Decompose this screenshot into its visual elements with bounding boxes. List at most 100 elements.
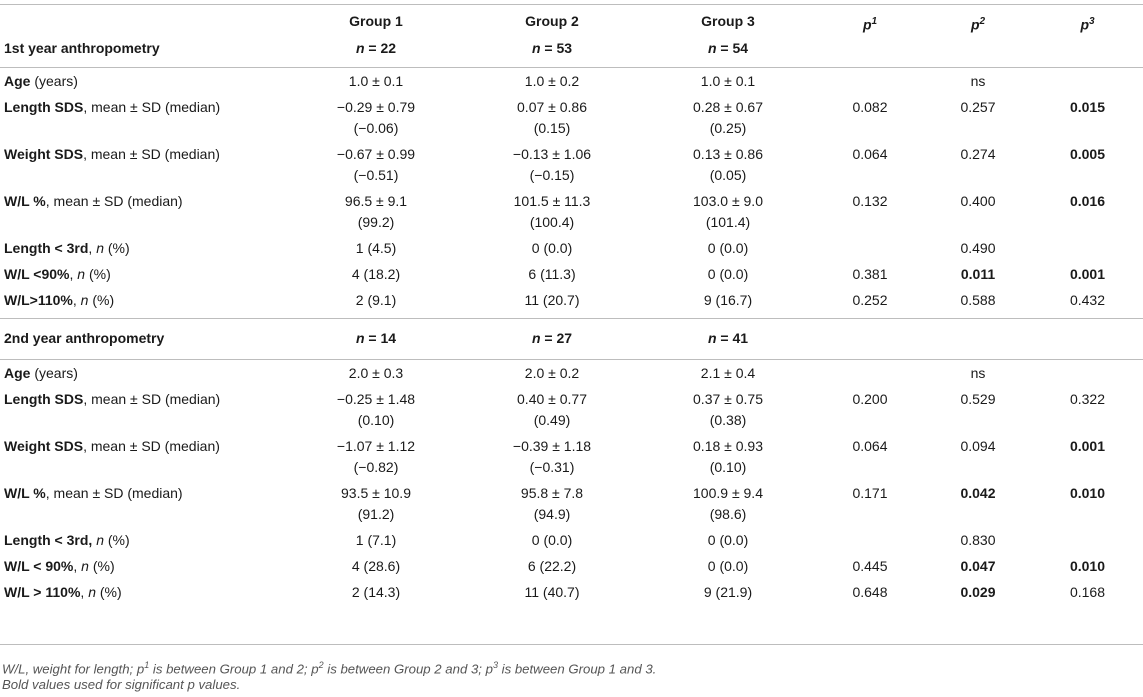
cell-value: 0 (0.0) bbox=[531, 239, 573, 256]
cell-group-3: 0.37 ± 0.75 (0.38) bbox=[640, 386, 816, 433]
row-label-n: n bbox=[88, 583, 96, 600]
cell-p1 bbox=[816, 527, 924, 553]
anthropometry-table: Group 1 Group 2 Group 3 p1 p2 p3 1st yea… bbox=[0, 3, 1143, 610]
cell-group-3: 2.1 ± 0.4 bbox=[640, 358, 816, 386]
header-empty-cell bbox=[0, 3, 288, 36]
cell-group-3: 100.9 ± 9.4 (98.6) bbox=[640, 480, 816, 527]
cell-group-2: −0.39 ± 1.18 (−0.31) bbox=[464, 433, 640, 480]
row-label-percent: (%) bbox=[95, 583, 122, 600]
cell-group-2: 95.8 ± 7.8 (94.9) bbox=[464, 480, 640, 527]
row-label-percent: (%) bbox=[103, 531, 130, 548]
cell-value: 2.1 ± 0.4 bbox=[700, 364, 756, 381]
cell-p3 bbox=[1032, 235, 1143, 261]
cell-value: 0.40 ± 0.77 bbox=[517, 390, 587, 407]
cell-group-1: 2.0 ± 0.3 bbox=[288, 358, 464, 386]
cell-value: (0.10) bbox=[357, 411, 395, 428]
cell-p1: 0.064 bbox=[852, 437, 888, 454]
header-row-section1: 1st year anthropometry n = 22 n = 53 n =… bbox=[0, 36, 1143, 68]
section2-body: Age (years) 2.0 ± 0.3 2.0 ± 0.2 2.1 ± 0.4 ns… bbox=[0, 358, 1143, 610]
cell-group-1: −0.67 ± 0.99 (−0.51) bbox=[288, 141, 464, 188]
footnote-abbreviations: W/L, weight for length; p1 is between Gr… bbox=[2, 660, 657, 677]
cell-p2: 0.274 bbox=[960, 145, 996, 162]
row-label-description: , mean ± SD (median) bbox=[45, 484, 183, 501]
cell-group-1: −1.07 ± 1.12 (−0.82) bbox=[288, 433, 464, 480]
row-label-variable: Weight SDS bbox=[4, 437, 84, 454]
cell-value: 0 (0.0) bbox=[707, 531, 749, 548]
section2-n-group-2: n = 27 bbox=[464, 317, 640, 360]
row-label: W/L > 110%, n (%) bbox=[0, 579, 288, 610]
cell-value: 0 (0.0) bbox=[707, 239, 749, 256]
cell-group-3: 0 (0.0) bbox=[640, 261, 816, 287]
cell-p3: 0.010 bbox=[1069, 484, 1106, 501]
cell-group-3: 1.0 ± 0.1 bbox=[640, 66, 816, 94]
cell-p3: 0.015 bbox=[1069, 98, 1106, 115]
cell-group-1: 1 (4.5) bbox=[288, 235, 464, 261]
cell-value: (94.9) bbox=[533, 505, 571, 522]
table-row: Weight SDS, mean ± SD (median) −0.67 ± 0.… bbox=[0, 141, 1143, 188]
table-row: W/L <90%, n (%) 4 (18.2) 6 (11.3) 0 (0.0) 0.… bbox=[0, 261, 1143, 287]
row-label-description: , mean ± SD (median) bbox=[83, 390, 221, 407]
row-label-variable: Length SDS bbox=[4, 98, 84, 115]
row-label-variable: W/L>110% bbox=[4, 291, 73, 308]
row-label: Weight SDS, mean ± SD (median) bbox=[0, 433, 288, 480]
cell-value: 6 (11.3) bbox=[528, 265, 576, 282]
footnote-bold-note: Bold values used for significant p value… bbox=[2, 677, 241, 692]
cell-group-2: 0.40 ± 0.77 (0.49) bbox=[464, 386, 640, 433]
row-label: W/L %, mean ± SD (median) bbox=[0, 188, 288, 235]
cell-p2: 0.042 bbox=[960, 484, 996, 501]
cell-group-2: −0.13 ± 1.06 (−0.15) bbox=[464, 141, 640, 188]
cell-group-1: 1 (7.1) bbox=[288, 527, 464, 553]
cell-value: 4 (18.2) bbox=[351, 265, 401, 282]
cell-value: 0.13 ± 0.86 bbox=[693, 145, 763, 162]
cell-value: (0.49) bbox=[533, 411, 571, 428]
header-group-1: Group 1 bbox=[288, 3, 464, 36]
row-label: W/L %, mean ± SD (median) bbox=[0, 480, 288, 527]
cell-group-2: 0.07 ± 0.86 (0.15) bbox=[464, 94, 640, 141]
row-label-description: , mean ± SD (median) bbox=[83, 98, 221, 115]
cell-group-2: 11 (20.7) bbox=[464, 287, 640, 319]
row-label-variable: Weight SDS bbox=[4, 145, 84, 162]
section2-n-group-1: n = 14 bbox=[288, 317, 464, 360]
table-row: Length < 3rd, n (%) 1 (4.5) 0 (0.0) 0 (0.0)… bbox=[0, 235, 1143, 261]
cell-group-3: 9 (16.7) bbox=[640, 287, 816, 319]
cell-value: 103.0 ± 9.0 bbox=[693, 192, 763, 209]
cell-p3 bbox=[1032, 66, 1143, 94]
row-label-percent: (%) bbox=[85, 265, 111, 282]
cell-value: (−0.82) bbox=[353, 458, 399, 475]
cell-p3: 0.322 bbox=[1069, 390, 1106, 407]
header-row-groups: Group 1 Group 2 Group 3 p1 p2 p3 bbox=[0, 3, 1143, 36]
cell-value: 1.0 ± 0.1 bbox=[700, 72, 756, 89]
cell-value: 100.9 ± 9.4 bbox=[693, 484, 763, 501]
cell-p1: 0.445 bbox=[852, 557, 888, 574]
cell-value: 0 (0.0) bbox=[707, 557, 749, 574]
cell-p3: 0.001 bbox=[1069, 437, 1106, 454]
table-row: W/L < 90%, n (%) 4 (28.6) 6 (22.2) 0 (0.0) 0… bbox=[0, 553, 1143, 579]
cell-p2: 0.529 bbox=[960, 390, 996, 407]
cell-group-3: 9 (21.9) bbox=[640, 579, 816, 610]
section2-n-group-3: n = 41 bbox=[640, 317, 816, 360]
cell-p2: 0.257 bbox=[960, 98, 996, 115]
cell-p3: 0.001 bbox=[1069, 265, 1106, 282]
header-p2: p2 bbox=[924, 3, 1032, 36]
cell-group-3: 0.28 ± 0.67 (0.25) bbox=[640, 94, 816, 141]
cell-p2: ns bbox=[924, 358, 1032, 386]
row-label: W/L <90%, n (%) bbox=[0, 261, 288, 287]
cell-value: 1 (7.1) bbox=[355, 531, 397, 548]
row-label-description: (years) bbox=[30, 72, 78, 89]
cell-group-1: 93.5 ± 10.9 (91.2) bbox=[288, 480, 464, 527]
row-label-description: , bbox=[72, 291, 81, 308]
cell-group-3: 103.0 ± 9.0 (101.4) bbox=[640, 188, 816, 235]
row-label-variable: Age bbox=[4, 72, 31, 89]
cell-group-2: 6 (11.3) bbox=[464, 261, 640, 287]
row-label-variable: Age bbox=[4, 364, 31, 381]
cell-p2: 0.400 bbox=[960, 192, 996, 209]
section1-body: Age (years) 1.0 ± 0.1 1.0 ± 0.2 1.0 ± 0.1 ns… bbox=[0, 66, 1143, 319]
cell-p3: 0.010 bbox=[1069, 557, 1106, 574]
cell-value: 9 (21.9) bbox=[703, 583, 753, 600]
cell-group-1: −0.25 ± 1.48 (0.10) bbox=[288, 386, 464, 433]
cell-value: (98.6) bbox=[709, 505, 747, 522]
row-label: Age (years) bbox=[0, 358, 288, 386]
cell-p2: 0.830 bbox=[960, 531, 996, 548]
cell-value: 11 (20.7) bbox=[524, 291, 580, 308]
